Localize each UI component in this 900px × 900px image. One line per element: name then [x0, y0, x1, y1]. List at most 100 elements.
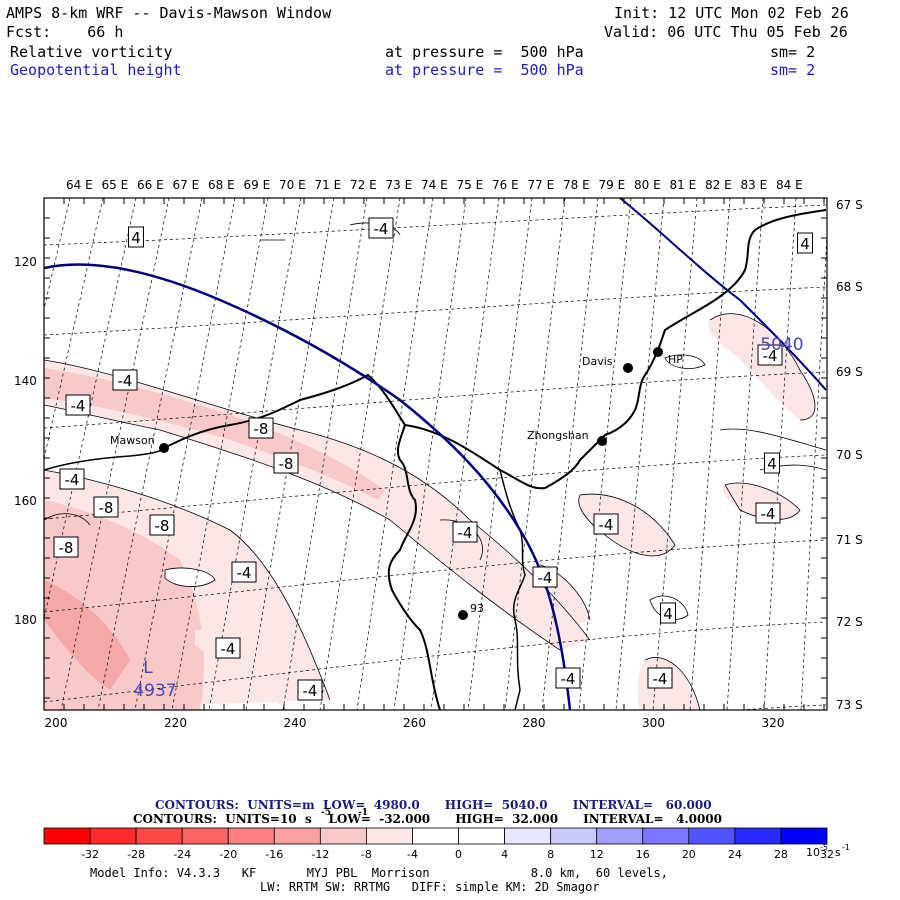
contour-label: 4	[663, 605, 673, 623]
longitude-label: 66 E	[137, 178, 164, 192]
colorbar-label: -16	[265, 848, 283, 861]
colorbar-label: 4	[501, 848, 508, 861]
station-marker	[653, 347, 663, 357]
contour-label: -4	[374, 220, 389, 238]
colorbar-label: 0	[455, 848, 462, 861]
model-physics: LW: RRTM SW: RRTMG DIFF: simple KM: 2D S…	[260, 880, 600, 894]
colorbar-swatch	[780, 827, 828, 845]
coastline-inner	[499, 469, 526, 710]
station-label: HP	[668, 353, 683, 366]
field2-smoothing: sm= 2	[770, 61, 816, 79]
grid-y-label: 120	[14, 255, 37, 269]
vorticity-unit-exp: -5	[321, 808, 331, 818]
contour-label: -4	[237, 564, 252, 582]
longitude-label: 74 E	[421, 178, 448, 192]
map-title: AMPS 8-km WRF -- Davis-Mawson Window	[6, 4, 332, 22]
grid-x-labels: 200 220 240 260 280 300 320	[45, 716, 785, 730]
contour-label-box	[452, 521, 478, 543]
longitude-label: 72 E	[350, 178, 377, 192]
colorbar-swatch	[688, 827, 736, 845]
colorbar-swatch	[227, 827, 275, 845]
colorbar-swatch	[596, 827, 644, 845]
colorbar-swatch	[642, 827, 690, 845]
station-label: 93	[470, 602, 484, 615]
model-info: Model Info: V4.3.3 KF MYJ PBL Morrison 8…	[90, 866, 668, 880]
contour-label-box	[65, 394, 91, 416]
colorbar-label: -8	[361, 848, 372, 861]
colorbar-label: -4	[407, 848, 418, 861]
contour-label-box	[215, 637, 241, 659]
latitude-label: 70 S	[836, 448, 863, 462]
contour-label-box	[93, 496, 119, 518]
contour-label: -4	[761, 505, 776, 523]
latitude-label: 67 S	[836, 198, 863, 212]
longitude-label: 65 E	[102, 178, 129, 192]
latitude-label: 73 S	[836, 698, 863, 712]
height-label: 4937	[133, 681, 176, 701]
longitude-label: 69 E	[244, 178, 271, 192]
colorbar-swatch	[135, 827, 183, 845]
height-label: 5040	[760, 335, 803, 355]
longitude-label: 76 E	[492, 178, 519, 192]
contour-labels: 4 4 4 -4 -4 -4 -8 -8 -4 -8 -8 -8 -4 -4 -4 -4 -4 4 -4 -4 -4 -4…	[53, 217, 813, 701]
coastline	[159, 373, 441, 710]
grid-x-label: 240	[284, 716, 307, 730]
longitude-label: 79 E	[599, 178, 626, 192]
longitude-label: 83 E	[741, 178, 768, 192]
contour-label-box	[797, 232, 813, 254]
colorbar: -32 -28 -24 -20 -16 -12 -8 -4 0 4 8 12 16 20 24 28 3210-…	[43, 827, 850, 861]
height-contour-east	[619, 198, 827, 391]
map-frame	[43, 197, 828, 711]
station-marker	[458, 610, 468, 620]
latlon-grid	[44, 198, 827, 710]
colorbar-unit-tail: s	[835, 846, 841, 859]
grid-y-label: 160	[14, 494, 37, 508]
contour-label-box	[248, 417, 274, 439]
longitude-label: 68 E	[208, 178, 235, 192]
contour-label: -4	[71, 397, 86, 415]
contour-label: -4	[221, 640, 236, 658]
station-marker	[159, 443, 169, 453]
colorbar-swatch	[550, 827, 598, 845]
forecast-hour: Fcst: 66 h	[6, 23, 124, 41]
contour-label-box	[59, 468, 85, 490]
colorbar-swatch	[43, 827, 91, 845]
grid-x-label: 200	[45, 716, 68, 730]
latitude-label: 71 S	[836, 533, 863, 547]
grid-x-label: 320	[762, 716, 785, 730]
contour-label-box	[660, 602, 676, 624]
colorbar-label: 8	[547, 848, 554, 861]
station-marker	[623, 363, 633, 373]
vorticity-contour-info: CONTOURS: UNITS=10 s LOW= -32.000 HIGH= …	[133, 812, 722, 826]
contour-label: -4	[458, 524, 473, 542]
latitude-labels: 67 S 68 S 69 S 70 S 71 S 72 S 73 S	[836, 198, 863, 712]
longitude-label: 67 E	[173, 178, 200, 192]
longitude-label: 78 E	[563, 178, 590, 192]
colorbar-swatch	[734, 827, 782, 845]
grid-x-label: 260	[403, 716, 426, 730]
longitude-label: 82 E	[705, 178, 732, 192]
grid-y-label: 180	[14, 613, 37, 627]
contour-label: -4	[763, 347, 778, 365]
colorbar-unit-exp: -5	[820, 843, 828, 852]
vorticity-unit-exp2: -1	[358, 808, 368, 818]
contour-label: -8	[279, 455, 294, 473]
colorbar-label: -32	[81, 848, 99, 861]
colorbar-swatch	[319, 827, 367, 845]
contour-label-box	[53, 536, 79, 558]
contour-label: 4	[767, 455, 777, 473]
colorbar-swatch	[504, 827, 552, 845]
colorbar-unit-tail-exp: -1	[842, 843, 850, 852]
contour-label-box	[764, 452, 780, 474]
vorticity-contour-text: CONTOURS: UNITS=10 s LOW= -32.000 HIGH= …	[133, 812, 722, 826]
longitude-label: 71 E	[315, 178, 342, 192]
height-labels: 5040 L 4937	[133, 335, 803, 701]
colorbar-label: -12	[311, 848, 329, 861]
field1-name: Relative vorticity	[10, 43, 173, 61]
contour-label: -4	[561, 670, 576, 688]
station-label: Mawson	[110, 434, 155, 447]
colorbar-swatch	[89, 827, 137, 845]
station-label: Davis	[582, 355, 613, 368]
field1-level: at pressure = 500 hPa	[385, 43, 584, 61]
